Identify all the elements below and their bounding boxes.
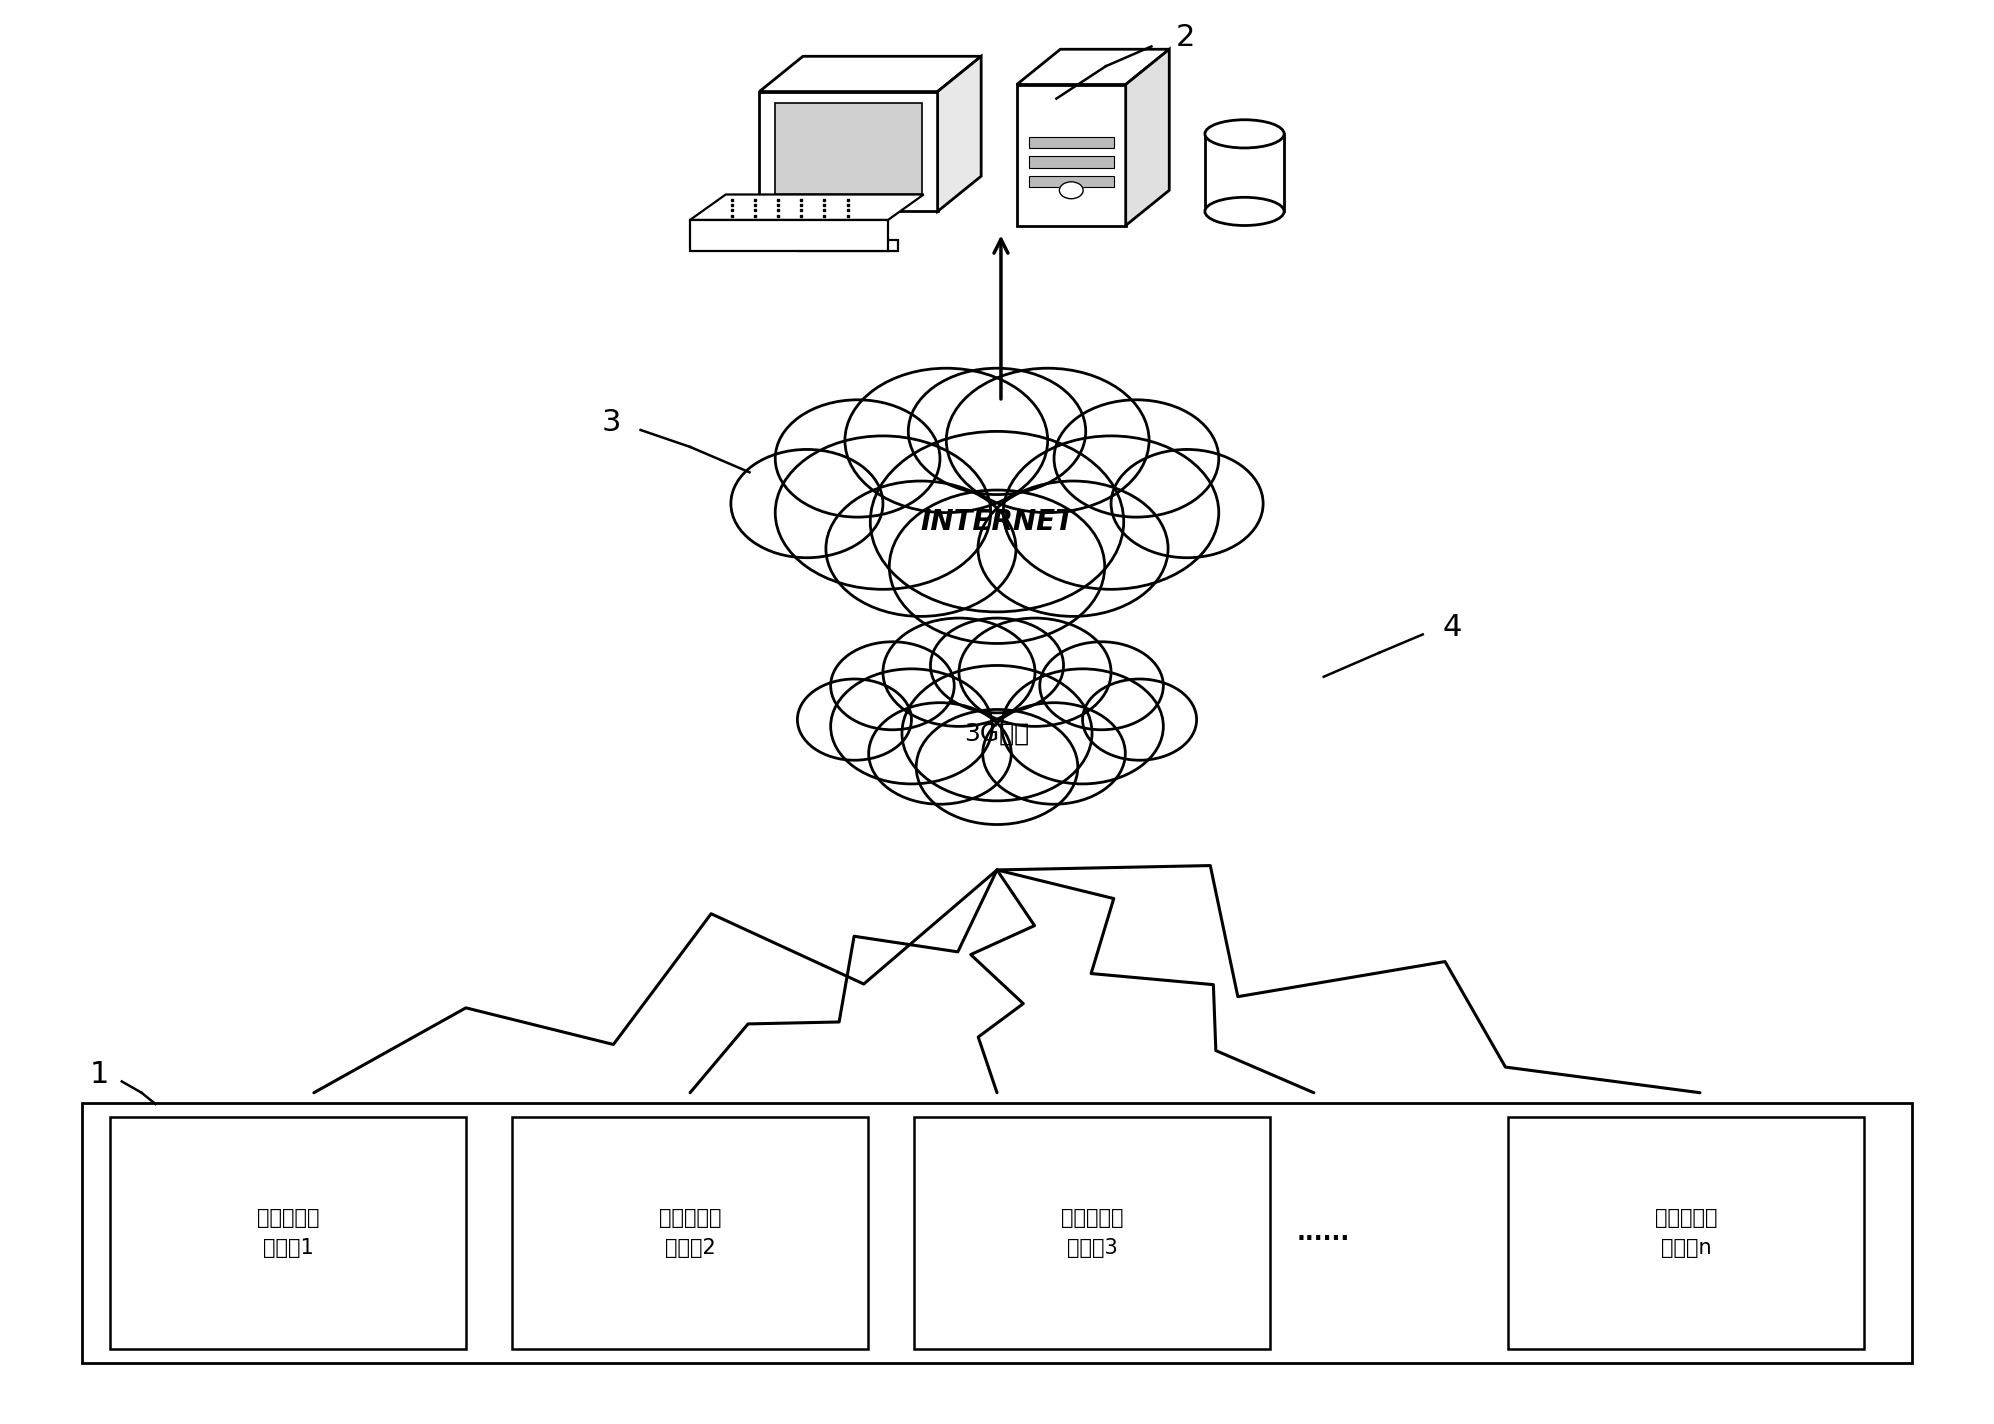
Bar — [512, 1116, 867, 1350]
Circle shape — [776, 400, 939, 517]
Circle shape — [959, 618, 1111, 726]
Circle shape — [947, 369, 1149, 513]
Bar — [760, 91, 937, 211]
Circle shape — [915, 709, 1079, 824]
Circle shape — [883, 618, 1035, 726]
Circle shape — [901, 665, 1093, 800]
Bar — [1017, 84, 1127, 225]
Polygon shape — [1127, 50, 1168, 225]
Bar — [913, 1116, 1270, 1350]
Bar — [1029, 157, 1115, 168]
Bar — [110, 1116, 467, 1350]
Circle shape — [1111, 450, 1262, 558]
Text: INTERNET: INTERNET — [919, 507, 1075, 535]
Bar — [1507, 1116, 1864, 1350]
Bar — [1029, 177, 1115, 188]
Polygon shape — [1017, 50, 1168, 84]
Bar — [800, 239, 897, 251]
Bar — [776, 103, 921, 195]
Text: 2: 2 — [1174, 23, 1194, 53]
Circle shape — [831, 669, 993, 785]
Text: 4: 4 — [1444, 612, 1462, 642]
Text: ......: ...... — [1296, 1220, 1350, 1245]
Text: 雷暴日自动
记录裈3: 雷暴日自动 记录裈3 — [1061, 1208, 1123, 1257]
Bar — [1029, 137, 1115, 148]
Circle shape — [831, 642, 955, 729]
Circle shape — [977, 481, 1168, 617]
Circle shape — [1083, 679, 1196, 760]
Circle shape — [889, 490, 1105, 644]
Circle shape — [1001, 669, 1163, 785]
Ellipse shape — [1204, 198, 1284, 225]
Bar — [82, 1102, 1912, 1363]
Polygon shape — [937, 57, 981, 211]
Circle shape — [1055, 400, 1218, 517]
Circle shape — [776, 436, 991, 590]
Circle shape — [1039, 642, 1163, 729]
Circle shape — [869, 702, 1011, 805]
Text: 3G网络: 3G网络 — [965, 721, 1029, 745]
Text: 雷暴日自动
记录裈1: 雷暴日自动 记录裈1 — [257, 1208, 319, 1257]
Circle shape — [798, 679, 911, 760]
Circle shape — [732, 450, 883, 558]
Bar — [690, 219, 887, 251]
Text: 1: 1 — [90, 1059, 110, 1089]
Circle shape — [869, 431, 1125, 612]
Polygon shape — [690, 195, 923, 219]
Text: 3: 3 — [600, 409, 620, 437]
Circle shape — [1003, 436, 1218, 590]
Circle shape — [826, 481, 1017, 617]
Ellipse shape — [1204, 120, 1284, 148]
Circle shape — [1059, 182, 1083, 199]
Circle shape — [845, 369, 1047, 513]
Circle shape — [983, 702, 1125, 805]
Circle shape — [931, 618, 1063, 713]
Circle shape — [909, 369, 1085, 494]
Bar — [837, 211, 859, 242]
Text: 雷暴日自动
记录裈2: 雷暴日自动 记录裈2 — [658, 1208, 722, 1257]
Polygon shape — [760, 57, 981, 91]
Text: 雷暴日自动
记录裈n: 雷暴日自动 记录裈n — [1655, 1208, 1717, 1257]
